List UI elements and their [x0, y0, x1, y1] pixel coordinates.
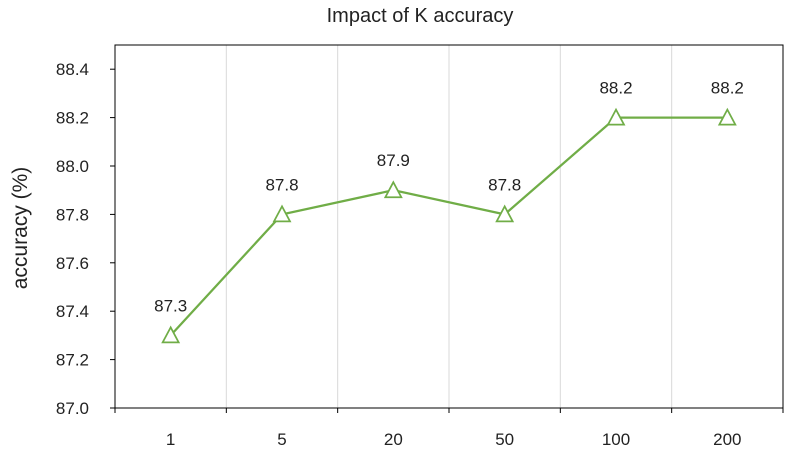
y-tick-label: 88.0: [56, 157, 89, 176]
y-axis-title: accuracy (%): [9, 167, 32, 290]
y-tick-label: 87.2: [56, 351, 89, 370]
data-point-marker: [717, 107, 737, 126]
axis-ticks: 87.0 87.2 87.4 87.6 87.8 88.0 88.2 88.4 1 5 20 50 10…: [56, 60, 784, 449]
data-label: 88.2: [711, 79, 744, 98]
y-tick-label: 88.2: [56, 109, 89, 128]
data-point-marker: [495, 204, 515, 223]
data-point-marker: [606, 107, 626, 126]
data-label: 87.8: [488, 175, 521, 194]
data-point-marker: [161, 325, 181, 344]
y-tick-label: 87.8: [56, 205, 89, 224]
data-label: 87.3: [154, 296, 187, 315]
x-tick-label: 200: [713, 430, 741, 449]
data-point-marker: [272, 204, 292, 223]
x-tick-label: 1: [166, 430, 175, 449]
y-tick-label: 88.4: [56, 60, 89, 79]
x-tick-label: 20: [384, 430, 403, 449]
chart-title: Impact of K accuracy: [327, 5, 514, 27]
y-tick-label: 87.6: [56, 254, 89, 273]
y-tick-label: 87.4: [56, 302, 89, 321]
data-labels: 87.3 87.8 87.9 87.8 88.2 88.2: [154, 79, 744, 316]
series-line: [169, 116, 728, 337]
data-label: 88.2: [599, 79, 632, 98]
x-tick-label: 50: [495, 430, 514, 449]
x-tick-label: 100: [602, 430, 630, 449]
data-label: 87.9: [377, 151, 410, 170]
gridlines: [225, 45, 673, 408]
y-tick-label: 87.0: [56, 399, 89, 418]
series-layer: [161, 107, 737, 344]
data-label: 87.8: [265, 175, 298, 194]
x-tick-label: 5: [277, 430, 286, 449]
data-point-marker: [383, 180, 403, 199]
